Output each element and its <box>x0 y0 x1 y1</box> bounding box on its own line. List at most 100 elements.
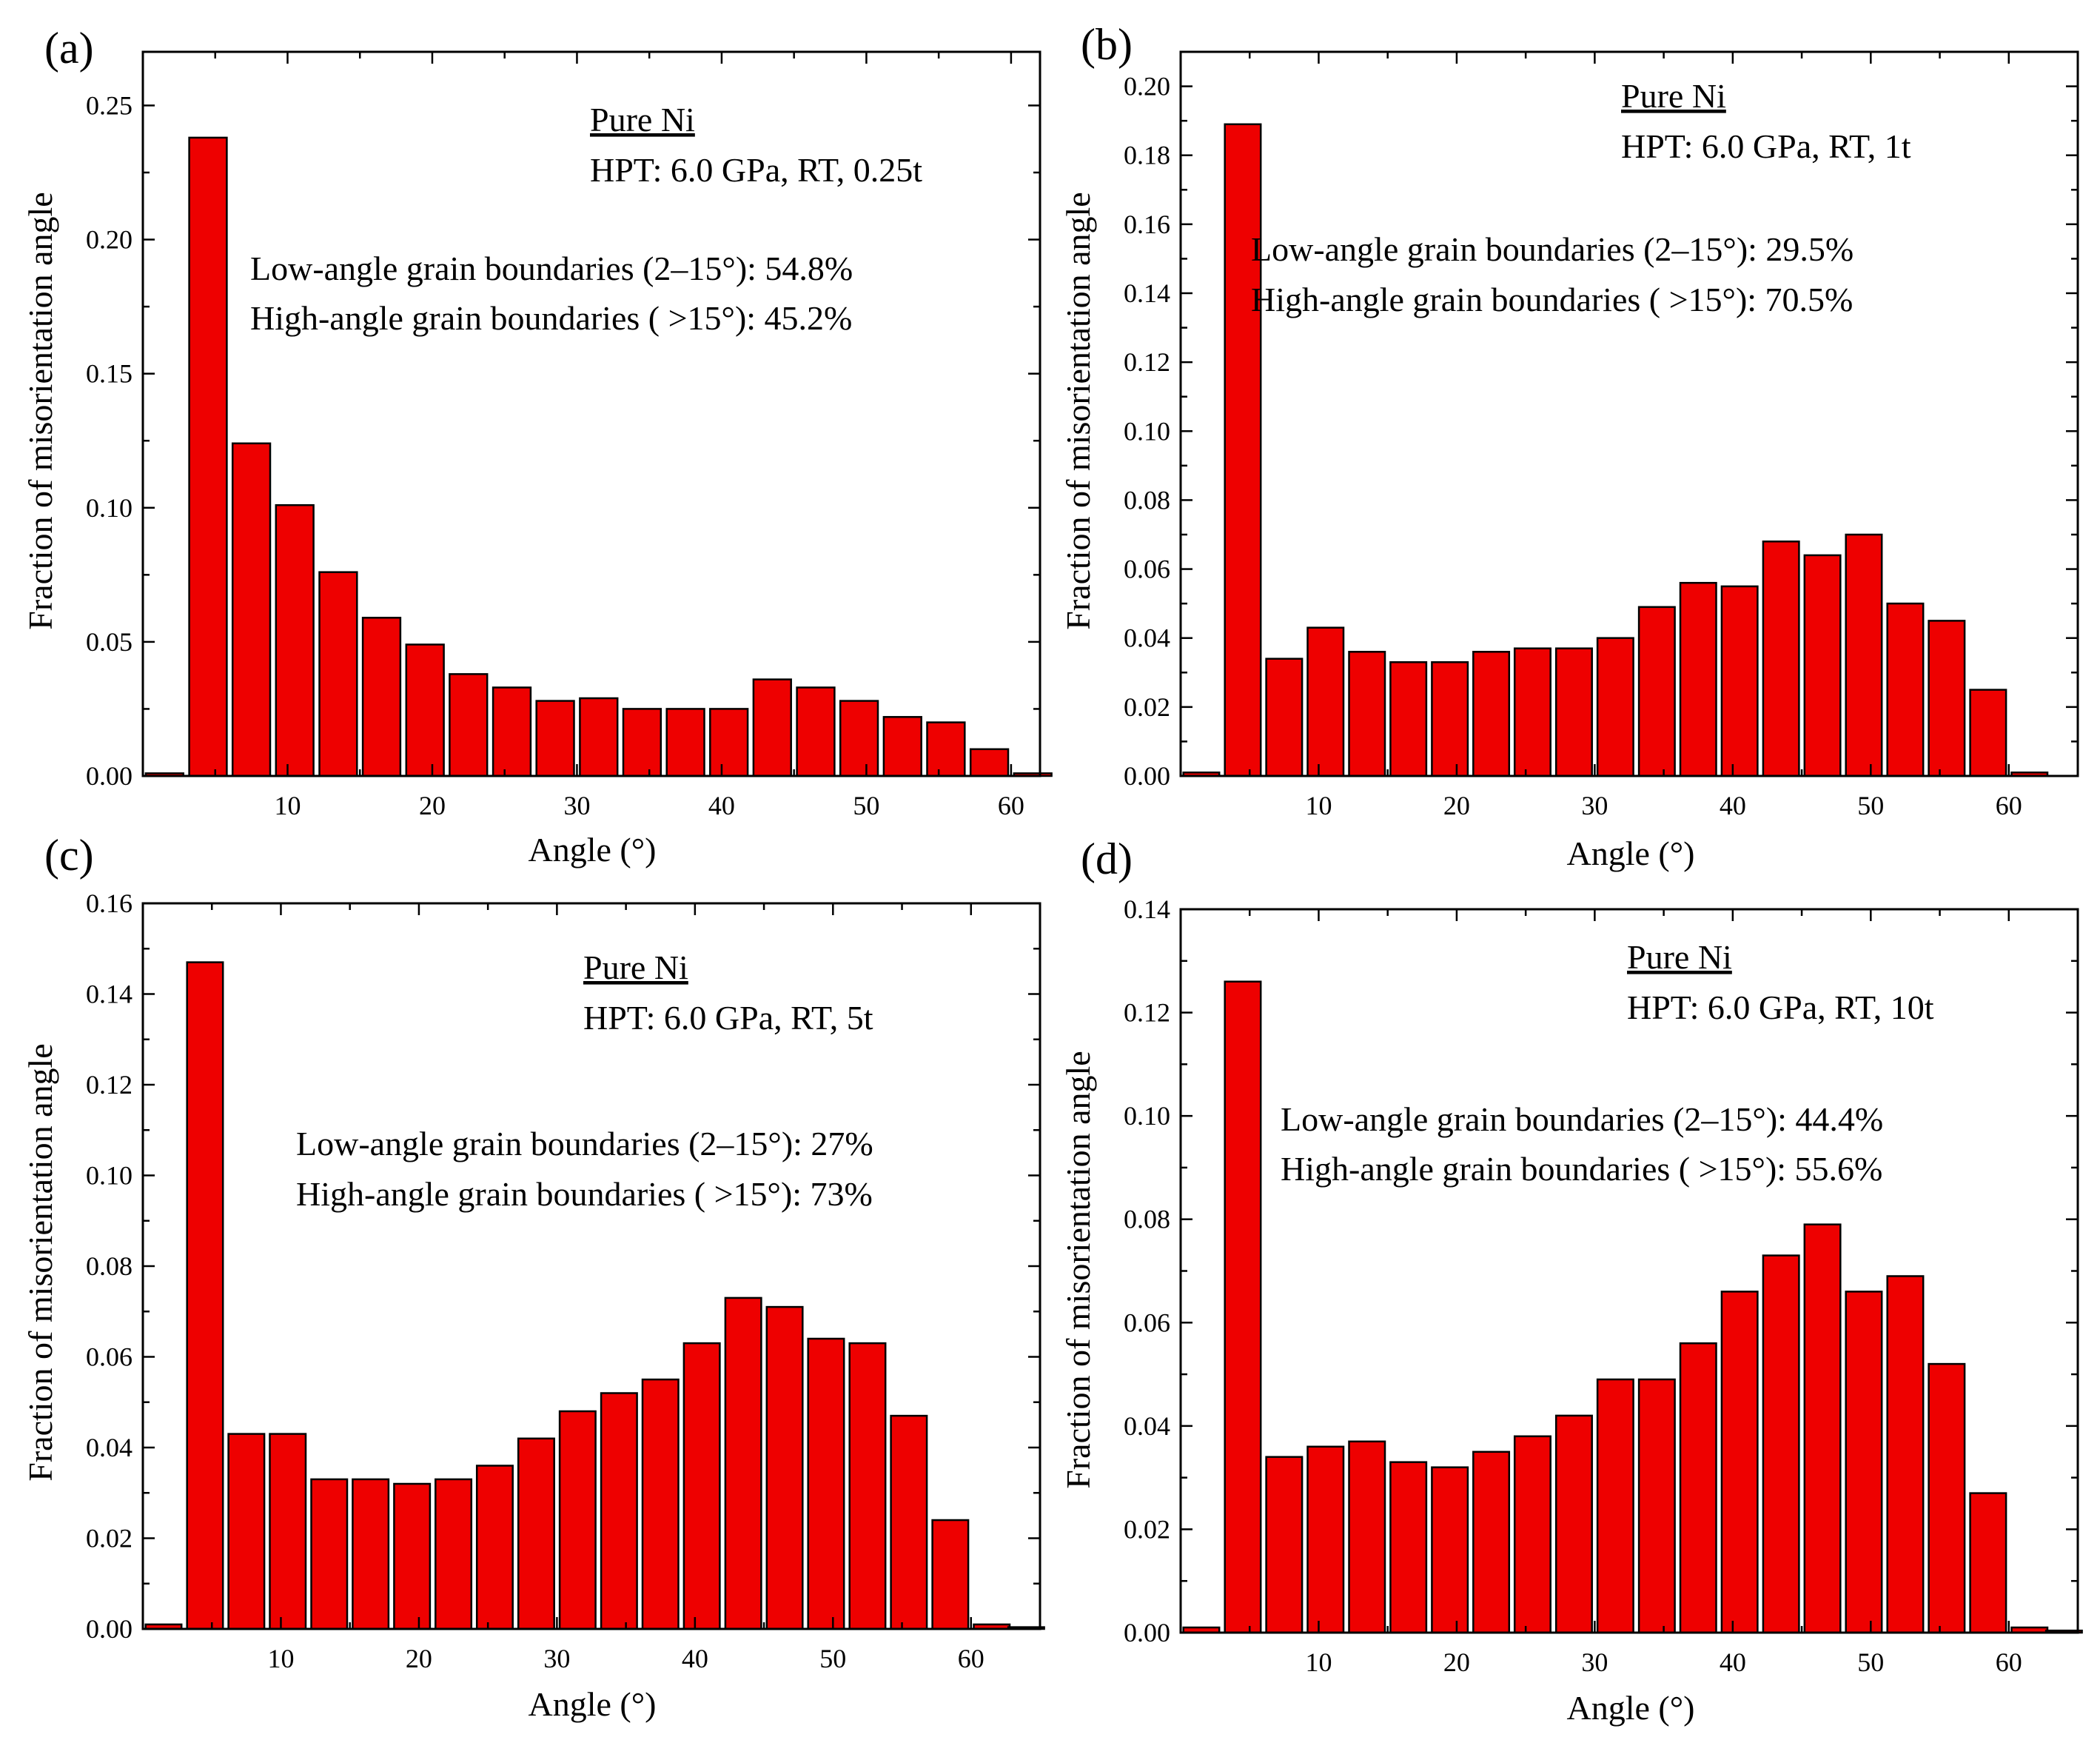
panel-b-ytick-label: 0.16 <box>1124 210 1170 239</box>
panel-a-bar <box>882 716 922 777</box>
panel-b-bar <box>1928 620 1966 777</box>
panel-a-bar <box>361 617 402 777</box>
panel-d-xtick-label: 50 <box>1857 1647 1884 1677</box>
panel-b-xtick-label: 30 <box>1581 791 1608 820</box>
panel-b: (b) Fraction of misorientation angle Ang… <box>1059 20 2079 872</box>
panel-a-xtick-label: 30 <box>563 791 590 820</box>
panel-c-xlabel: Angle (°) <box>529 1685 657 1723</box>
panel-d-bar <box>1596 1378 1634 1634</box>
panel-c-bar <box>765 1305 804 1630</box>
panel-a-ytick-label: 0.10 <box>86 493 132 523</box>
panel-a-annotation: Pure Ni HPT: 6.0 GPa, RT, 0.25t Low-angl… <box>250 101 922 337</box>
panel-b-bar <box>1348 651 1386 777</box>
panel-d-xtick-label: 60 <box>1996 1647 2022 1677</box>
panel-a-bar <box>405 643 445 777</box>
panel-a-bar <box>752 678 792 777</box>
panel-d-bar <box>1306 1445 1345 1634</box>
panel-d-bar <box>1886 1275 1925 1634</box>
panel-d-bar <box>1224 980 1262 1634</box>
panel-d-ytick-label: 0.12 <box>1124 998 1170 1028</box>
panel-c-xtick-label: 10 <box>267 1644 294 1673</box>
panel-d-xtick-label: 30 <box>1581 1647 1608 1677</box>
panel-b-ytick-label: 0.02 <box>1124 692 1170 722</box>
panel-c-bar <box>641 1378 680 1630</box>
panel-b-bar <box>1224 123 1262 777</box>
panel-c-bar <box>600 1392 638 1630</box>
panel-d-bar <box>1513 1435 1551 1634</box>
panel-a-bar <box>535 700 575 777</box>
panel-d-bar <box>1679 1342 1717 1634</box>
panel-d-bar <box>1803 1223 1842 1634</box>
panel-a-bar <box>926 721 966 777</box>
panel-b-condition: HPT: 6.0 GPa, RT, 1t <box>1621 127 1911 165</box>
panel-b-ytick-label: 0.00 <box>1124 761 1170 791</box>
panel-c-bar <box>558 1410 597 1630</box>
panel-b-bar <box>1845 533 1883 777</box>
panel-a-ytick-label: 0.05 <box>86 627 132 657</box>
panel-d-ytick-label: 0.08 <box>1124 1205 1170 1234</box>
panel-b-bar <box>1679 581 1717 777</box>
panel-b-bar <box>1762 541 1800 777</box>
panel-a-bar <box>318 571 358 777</box>
panel-c: (c) Fraction of misorientation angle Ang… <box>21 831 1045 1723</box>
panel-b-bar <box>1886 602 1925 777</box>
panel-c-bar <box>186 961 224 1630</box>
panel-b-bar <box>1720 585 1759 777</box>
panel-c-bar <box>682 1342 721 1630</box>
panel-b-bar <box>1803 554 1842 777</box>
panel-a-bar <box>969 748 1010 777</box>
panel-d-hagb: High-angle grain boundaries ( >15°): 55.… <box>1281 1150 1882 1188</box>
panel-d-ytick-label: 0.00 <box>1124 1618 1170 1647</box>
panel-c-ytick-label: 0.00 <box>86 1614 132 1644</box>
panel-b-bar <box>1969 689 2007 777</box>
panel-c-condition: HPT: 6.0 GPa, RT, 5t <box>583 999 873 1037</box>
panel-a-ytick-label: 0.25 <box>86 90 132 120</box>
panel-c-xtick-label: 40 <box>682 1644 708 1673</box>
panel-d: (d) Fraction of misorientation angle Ang… <box>1059 834 2083 1727</box>
panel-b-bar <box>1637 606 1676 777</box>
panel-b-ytick-label: 0.12 <box>1124 347 1170 377</box>
panel-b-xtick-label: 10 <box>1305 791 1332 820</box>
panel-a-bar <box>665 708 705 777</box>
panel-c-bar <box>848 1342 887 1630</box>
panel-a: (a) Fraction of misorientation angle Ang… <box>21 24 1053 869</box>
panel-c-ylabel: Fraction of misorientation angle <box>21 1043 59 1481</box>
panel-b-bar <box>1389 661 1428 777</box>
panel-c-xtick-label: 20 <box>406 1644 432 1673</box>
panel-a-bar <box>622 708 662 777</box>
panel-a-bar <box>231 442 272 777</box>
panel-c-bar <box>517 1437 555 1630</box>
panel-b-label: (b) <box>1081 20 1133 69</box>
panel-d-ytick-label: 0.04 <box>1124 1411 1170 1441</box>
panel-d-bar <box>1969 1492 2007 1634</box>
panel-a-bar <box>839 700 879 777</box>
panel-b-ytick-label: 0.04 <box>1124 623 1170 653</box>
panel-c-ytick-label: 0.02 <box>86 1524 132 1553</box>
panel-d-annotation: Pure Ni HPT: 6.0 GPa, RT, 10t Low-angle … <box>1281 938 1934 1188</box>
panel-b-ytick-label: 0.20 <box>1124 72 1170 101</box>
panel-c-bar <box>475 1465 514 1630</box>
panel-d-bar <box>1554 1414 1593 1634</box>
panel-d-ytick-label: 0.06 <box>1124 1308 1170 1337</box>
panel-b-material: Pure Ni <box>1621 77 1726 115</box>
panel-a-bar <box>796 686 836 777</box>
panel-d-label: (d) <box>1081 834 1133 883</box>
panel-b-lagb: Low-angle grain boundaries (2–15°): 29.5… <box>1251 230 1854 268</box>
panel-d-condition: HPT: 6.0 GPa, RT, 10t <box>1627 988 1934 1026</box>
panel-d-bar <box>1389 1461 1428 1634</box>
panel-a-hagb: High-angle grain boundaries ( >15°): 45.… <box>250 299 852 337</box>
panel-b-xtick-label: 60 <box>1996 791 2022 820</box>
panel-b-ytick-label: 0.10 <box>1124 416 1170 446</box>
panel-a-xtick-label: 20 <box>419 791 446 820</box>
panel-b-xlabel: Angle (°) <box>1567 834 1695 872</box>
panel-d-bar <box>1265 1456 1304 1634</box>
panel-b-hagb: High-angle grain boundaries ( >15°): 70.… <box>1251 281 1853 318</box>
panel-c-bar <box>931 1519 970 1630</box>
panel-d-xtick-label: 20 <box>1443 1647 1470 1677</box>
panel-c-plot: 10 20 30 40 50 60 0.00 0.02 0.04 0.06 0.08 0.10 0.12… <box>86 889 1045 1673</box>
panel-c-bar <box>435 1478 473 1630</box>
panel-a-xtick-label: 60 <box>998 791 1024 820</box>
panel-a-plot: 10 20 30 40 50 60 0.00 0.05 0.10 0.15 0.20 0.25 <box>86 50 1053 820</box>
panel-d-plot: 10 20 30 40 50 60 0.00 0.02 0.04 0.06 0.08 0.10 0.12… <box>1124 894 2083 1677</box>
panel-a-bar <box>709 708 749 777</box>
